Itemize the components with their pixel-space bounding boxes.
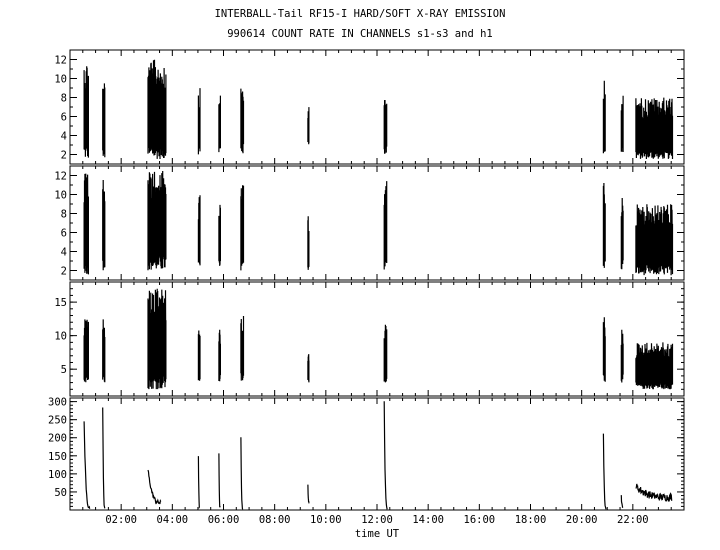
data-spike [635,483,673,502]
panel-s2: 2 4 6 8 10 12 [54,165,685,281]
y-tick-label: 200 [48,433,67,445]
panel-s1: 2 4 6 8 10 12 [54,49,685,165]
data-burst [383,181,388,270]
data-spike [307,484,310,504]
data-burst [240,185,245,271]
data-spike [602,433,607,510]
data-burst [620,197,624,270]
data-burst [620,329,624,383]
data-burst [635,204,674,276]
x-tick-label: 22:00 [617,514,649,526]
data-spike [218,453,221,508]
y-tick-label: 6 [61,228,67,240]
x-tick-label: 10:00 [310,514,342,526]
x-tick-label: 08:00 [259,514,291,526]
x-tick-label: 04:00 [157,514,189,526]
y-tick-label: 12 [54,55,67,67]
data-burst [83,319,89,383]
y-tick-label: 2 [61,150,67,162]
panel-frame [69,397,685,511]
data-burst [83,173,89,275]
y-tick-label: 5 [61,364,67,376]
panels: 2 4 6 8 10 12 2 4 6 8 10 12 5 10 15 50 100 150 200 250 300 [48,49,685,511]
data-burst [218,95,221,153]
x-axis-label: time UT [355,528,400,540]
data-burst [147,59,167,160]
y-tick-label: 300 [48,397,67,409]
data-burst [197,88,201,155]
data-spike [83,421,91,509]
data-spike [240,437,244,510]
x-tick-label: 18:00 [515,514,547,526]
y-tick-label: 4 [61,131,67,143]
y-tick-label: 150 [48,451,67,463]
y-tick-label: 8 [61,209,67,221]
y-tick-label: 10 [54,74,67,86]
y-tick-label: 10 [54,190,67,202]
x-tick-label: 16:00 [464,514,496,526]
data-burst [383,324,388,383]
data-burst [635,97,674,160]
y-tick-label: 2 [61,266,67,278]
x-tick-label: 20:00 [566,514,598,526]
data-burst [102,83,106,158]
x-tick-label: 14:00 [412,514,444,526]
data-spike [383,401,388,510]
y-tick-label: 15 [54,297,67,309]
data-burst [602,182,606,268]
data-burst [307,216,310,270]
data-burst [147,288,167,390]
data-burst [307,107,310,145]
data-burst [147,170,167,271]
x-tick-label: 02:00 [105,514,137,526]
data-burst [635,342,674,390]
chart-subtitle: 990614 COUNT RATE IN CHANNELS s1-s3 and … [227,28,493,40]
x-tick-label: 12:00 [361,514,393,526]
data-burst [102,319,106,383]
y-tick-label: 50 [54,487,67,499]
data-burst [218,204,221,266]
data-burst [307,354,310,383]
y-tick-label: 4 [61,247,67,259]
data-burst [602,80,606,154]
data-spike [197,456,200,510]
y-tick-label: 250 [48,415,67,427]
panel-s3: 5 10 15 [54,281,685,397]
data-burst [197,330,201,381]
x-tick-label: 06:00 [208,514,240,526]
data-burst [620,95,624,153]
data-burst [240,316,245,381]
chart-title: INTERBALL-Tail RF15-I HARD/SOFT X-RAY EM… [214,8,506,20]
y-tick-label: 100 [48,469,67,481]
y-tick-label: 12 [54,171,67,183]
panel-h1: 50 100 150 200 250 300 [48,397,685,511]
y-tick-label: 10 [54,331,67,343]
data-burst [218,329,221,382]
y-tick-label: 8 [61,93,67,105]
y-tick-label: 6 [61,112,67,124]
data-spike [620,495,624,508]
data-spike [147,469,162,505]
data-burst [602,317,606,382]
data-burst [102,179,106,271]
data-spike [102,407,106,509]
data-burst [197,195,201,266]
x-axis: 02:00 04:00 06:00 08:00 10:00 12:00 14:00 16:00… [105,514,648,526]
data-burst [383,99,388,154]
data-burst [240,88,245,154]
data-burst [83,66,89,158]
